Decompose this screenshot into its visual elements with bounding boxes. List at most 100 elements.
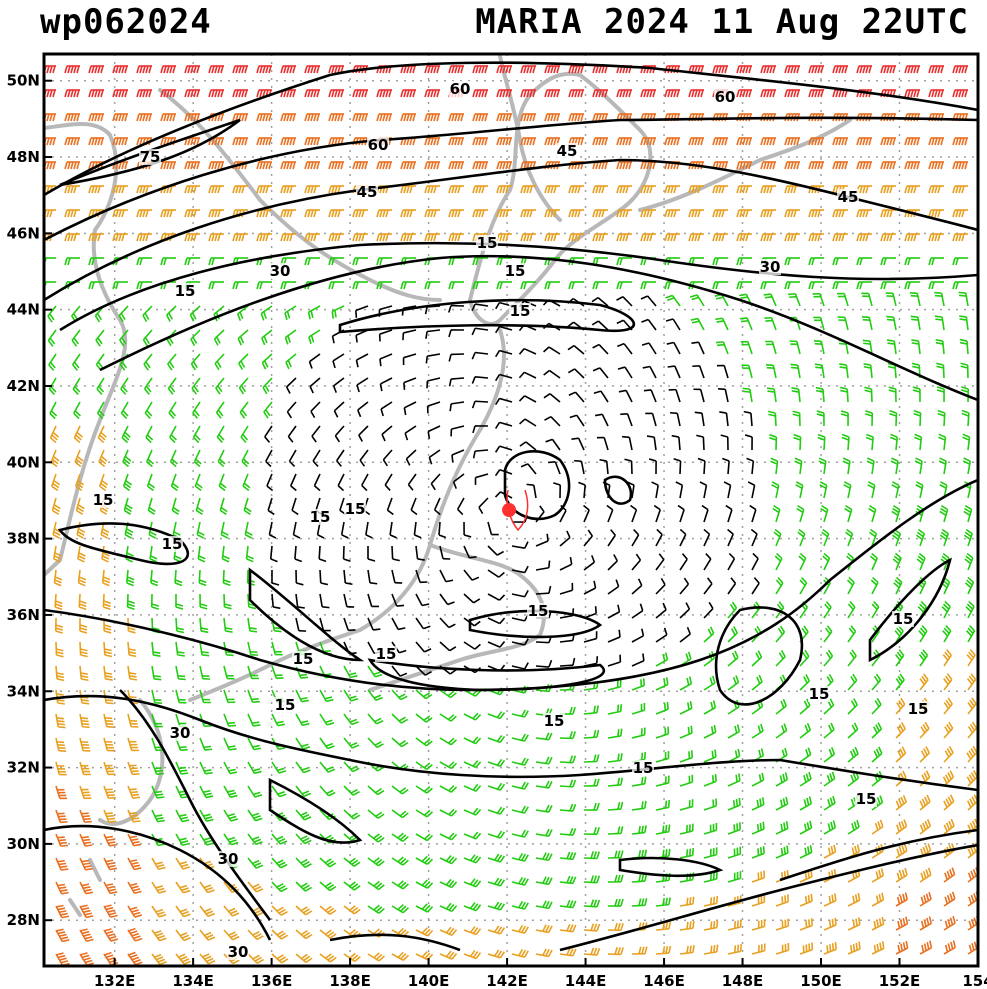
wind-speed-contours xyxy=(44,61,978,952)
wind-barb xyxy=(643,389,657,403)
wind-barb xyxy=(367,545,376,562)
wind-barb xyxy=(55,809,68,824)
wind-barb xyxy=(943,721,954,739)
wind-barb xyxy=(496,137,512,146)
wind-barb xyxy=(942,770,955,787)
wind-barb xyxy=(340,521,349,539)
wind-barb xyxy=(939,504,949,523)
wind-barb xyxy=(452,473,465,489)
wind-barb xyxy=(895,673,905,691)
wind-barb xyxy=(818,457,827,475)
wind-barb xyxy=(208,161,224,170)
wind-barb xyxy=(817,433,826,451)
wind-barb xyxy=(847,892,861,907)
wind-barb xyxy=(703,896,719,907)
wind-barb xyxy=(511,757,529,766)
wind-barb xyxy=(367,713,384,725)
wind-barb xyxy=(919,891,932,907)
wind-barb xyxy=(520,137,536,146)
wind-barb xyxy=(261,329,273,346)
wind-barb xyxy=(891,528,902,547)
wind-barb xyxy=(867,481,876,499)
wind-barb xyxy=(607,654,622,667)
wind-barb xyxy=(136,89,152,98)
wind-barb xyxy=(415,951,434,961)
wind-barb xyxy=(415,927,434,937)
wind-barb xyxy=(640,185,656,194)
wind-barb xyxy=(909,291,921,307)
wind-barb xyxy=(474,473,489,485)
wind-barb xyxy=(103,665,113,681)
wind-barb xyxy=(856,257,872,266)
wind-barb xyxy=(795,481,804,499)
wind-barb xyxy=(240,425,249,443)
wind-barb xyxy=(808,137,824,146)
wind-barb xyxy=(328,281,344,290)
wind-barb xyxy=(496,113,512,122)
wind-barb xyxy=(54,617,64,634)
wind-barb xyxy=(142,329,153,347)
wind-barb xyxy=(319,929,337,939)
wind-barb xyxy=(594,413,609,427)
wind-barb xyxy=(448,329,465,338)
wind-barb xyxy=(808,65,824,74)
contour-label: 30 xyxy=(270,262,291,280)
wind-barb xyxy=(772,504,781,523)
wind-barb xyxy=(160,161,176,170)
wind-barb xyxy=(448,113,464,122)
wind-barb xyxy=(688,233,704,242)
wind-barb xyxy=(247,689,260,703)
wind-barb xyxy=(775,894,790,907)
wind-barb xyxy=(223,929,240,941)
wind-barb xyxy=(631,825,647,835)
coastlines xyxy=(44,54,852,917)
wind-barb xyxy=(112,185,128,194)
wind-barb xyxy=(494,373,513,382)
wind-barb xyxy=(125,545,134,563)
wind-barb xyxy=(79,761,91,776)
wind-barb xyxy=(391,809,409,819)
wind-barb xyxy=(847,722,859,739)
wind-barb xyxy=(64,89,80,98)
wind-barb xyxy=(199,929,216,941)
wind-barb xyxy=(823,771,836,787)
wind-barb xyxy=(403,401,417,416)
wind-barb xyxy=(151,905,167,918)
wind-barb xyxy=(304,161,320,170)
wind-barb xyxy=(247,761,262,775)
wind-barb xyxy=(415,569,428,584)
wind-barb xyxy=(169,449,178,468)
wind-barb xyxy=(712,137,728,146)
wind-barb xyxy=(716,364,729,379)
wind-barb xyxy=(519,441,537,451)
wind-barb xyxy=(151,881,167,894)
wind-barb xyxy=(535,585,552,595)
wind-barb xyxy=(463,760,482,769)
wind-barb xyxy=(415,665,432,676)
wind-barb xyxy=(844,504,853,523)
wind-barb xyxy=(55,737,67,752)
wind-barb xyxy=(415,761,433,771)
wind-barb xyxy=(103,904,118,919)
wind-barb xyxy=(959,315,969,331)
wind-barb xyxy=(343,881,361,891)
wind-barb xyxy=(535,900,553,910)
wind-barb xyxy=(88,113,104,122)
wind-barb xyxy=(55,713,66,729)
wind-barb xyxy=(127,881,142,895)
wind-barb xyxy=(568,281,584,290)
wind-barb xyxy=(160,89,176,98)
wind-barb xyxy=(631,898,648,907)
wind-barb xyxy=(568,89,584,98)
wind-barb xyxy=(318,545,327,563)
wind-barb xyxy=(242,473,251,492)
wind-barb xyxy=(413,521,422,539)
wind-barb xyxy=(195,497,204,516)
wind-barb xyxy=(631,727,646,739)
wind-barb xyxy=(184,113,200,122)
wind-barb xyxy=(952,233,968,242)
wind-barb xyxy=(727,528,734,547)
wind-barb xyxy=(238,353,249,370)
contour-label: 15 xyxy=(809,685,830,703)
